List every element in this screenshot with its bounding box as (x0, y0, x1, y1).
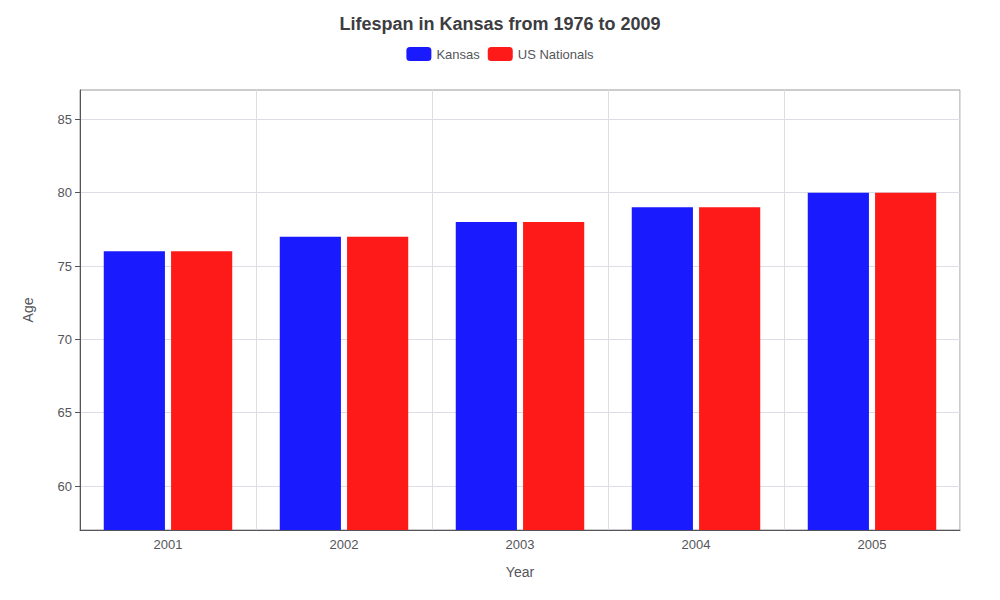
svg-text:80: 80 (58, 185, 72, 200)
svg-text:2004: 2004 (682, 537, 711, 552)
svg-text:Kansas: Kansas (436, 47, 480, 62)
svg-text:Year: Year (506, 564, 535, 580)
svg-text:75: 75 (58, 259, 72, 274)
svg-text:70: 70 (58, 332, 72, 347)
svg-text:65: 65 (58, 405, 72, 420)
svg-text:85: 85 (58, 112, 72, 127)
svg-text:2002: 2002 (330, 537, 359, 552)
svg-text:Age: Age (20, 297, 36, 322)
svg-text:Lifespan in Kansas from 1976 t: Lifespan in Kansas from 1976 to 2009 (339, 14, 660, 34)
svg-text:US Nationals: US Nationals (518, 47, 594, 62)
svg-text:60: 60 (58, 479, 72, 494)
svg-text:2005: 2005 (858, 537, 887, 552)
svg-text:2001: 2001 (154, 537, 183, 552)
svg-text:2003: 2003 (506, 537, 535, 552)
